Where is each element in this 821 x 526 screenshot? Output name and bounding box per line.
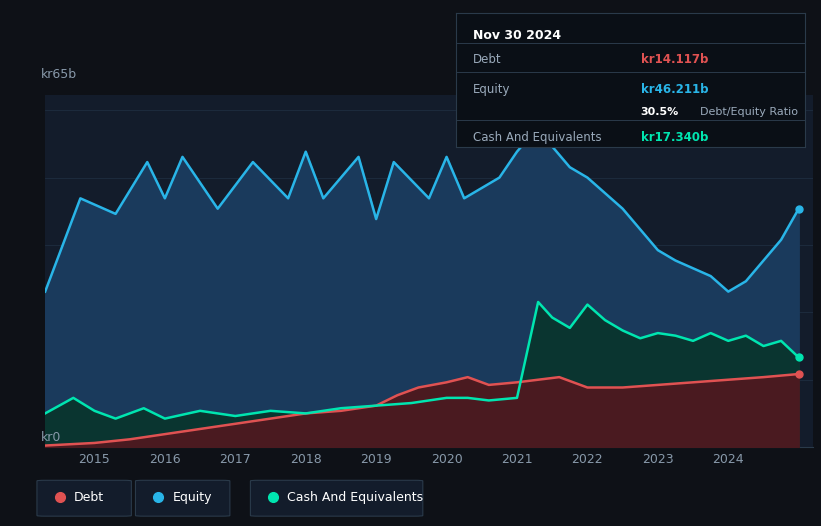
FancyBboxPatch shape [250,480,423,516]
Text: Debt: Debt [473,54,502,66]
Text: kr65b: kr65b [41,67,77,80]
FancyBboxPatch shape [37,480,131,516]
Text: kr46.211b: kr46.211b [640,83,708,96]
Text: kr0: kr0 [41,431,62,443]
Text: 30.5%: 30.5% [640,107,679,117]
Text: Cash And Equivalents: Cash And Equivalents [287,491,424,503]
Text: kr14.117b: kr14.117b [640,54,708,66]
Text: Debt: Debt [74,491,104,503]
FancyBboxPatch shape [135,480,230,516]
Text: Debt/Equity Ratio: Debt/Equity Ratio [700,107,798,117]
Text: Equity: Equity [172,491,212,503]
Text: Equity: Equity [473,83,511,96]
Text: kr17.340b: kr17.340b [640,131,708,144]
Text: Nov 30 2024: Nov 30 2024 [473,29,562,42]
Text: Cash And Equivalents: Cash And Equivalents [473,131,602,144]
